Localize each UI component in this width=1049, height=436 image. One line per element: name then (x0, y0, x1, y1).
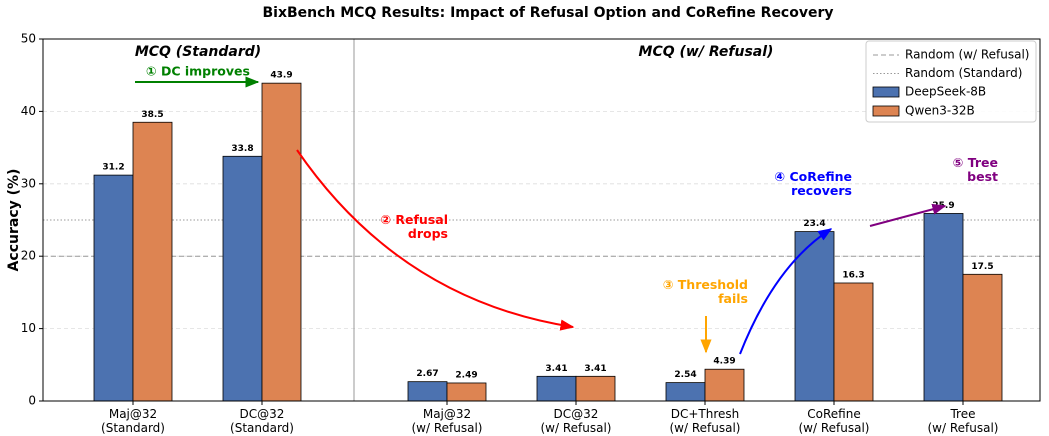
value-label: 3.41 (545, 364, 567, 374)
bar (446, 382, 487, 402)
value-label: 31.2 (102, 163, 124, 173)
value-label: 33.8 (231, 144, 253, 154)
section-label: MCQ (w/ Refusal) (639, 44, 774, 60)
legend-label: Random (w/ Refusal) (905, 48, 1029, 62)
value-label: 2.49 (455, 370, 477, 380)
legend-swatch (872, 105, 900, 117)
bar (962, 273, 1003, 402)
legend-label: Qwen3-32B (905, 104, 975, 118)
value-label: 23.4 (803, 219, 825, 229)
bar (261, 82, 302, 402)
annotation: ① DC improves (146, 64, 250, 79)
annotation-arrow (296, 149, 575, 331)
y-tick-label: 50 (21, 32, 36, 46)
legend: Random (w/ Refusal) Random (Standard) Deep… (865, 40, 1037, 123)
bar (575, 375, 616, 402)
chart-title: BixBench MCQ Results: Impact of Refusal … (262, 5, 833, 21)
y-tick-label: 10 (21, 321, 36, 335)
bar (132, 121, 173, 402)
value-label: 38.5 (141, 110, 163, 120)
x-tick-label: Maj@32 (w/ Refusal) (412, 407, 483, 435)
annotation: ③ Threshold fails (663, 277, 748, 306)
bar (407, 381, 448, 402)
legend-box (865, 40, 1037, 123)
bar (665, 382, 706, 402)
annotation: ④ CoRefine recovers (775, 169, 852, 198)
bar (923, 213, 964, 402)
x-tick-label: CoRefine (w/ Refusal) (799, 407, 870, 435)
x-tick-label: Maj@32 (Standard) (101, 407, 165, 435)
x-tick-label: DC@32 (Standard) (230, 407, 294, 435)
legend-label: Random (Standard) (905, 66, 1022, 80)
y-axis-label: Accuracy (%) (6, 169, 22, 272)
bar (222, 155, 263, 402)
y-tick-label: 20 (21, 249, 36, 263)
annotation-arrow (739, 228, 833, 355)
value-label: 17.5 (971, 262, 993, 272)
annotation-arrow (869, 203, 947, 227)
x-tick-label: DC+Thresh (w/ Refusal) (670, 407, 741, 435)
annotation: ⑤ Tree best (953, 155, 998, 184)
value-label: 3.41 (584, 364, 606, 374)
value-label: 43.9 (270, 71, 292, 81)
bar (704, 368, 745, 402)
value-label: 2.67 (416, 369, 438, 379)
bar (536, 375, 577, 402)
value-label: 2.54 (674, 370, 696, 380)
y-tick-label: 40 (21, 104, 36, 118)
legend-swatch (872, 86, 900, 98)
bar (93, 174, 134, 402)
y-tick-label: 0 (28, 394, 36, 408)
x-tick-label: Tree (w/ Refusal) (928, 407, 999, 435)
section-label: MCQ (Standard) (135, 44, 261, 60)
legend-label: DeepSeek-8B (905, 85, 986, 99)
x-tick-label: DC@32 (w/ Refusal) (541, 407, 612, 435)
value-label: 16.3 (842, 270, 864, 280)
bar (794, 231, 835, 402)
bar (833, 282, 874, 402)
plot-frame (42, 38, 1041, 402)
annotation: ② Refusal drops (380, 212, 448, 241)
value-label: 4.39 (713, 357, 735, 367)
y-tick-label: 30 (21, 176, 36, 190)
